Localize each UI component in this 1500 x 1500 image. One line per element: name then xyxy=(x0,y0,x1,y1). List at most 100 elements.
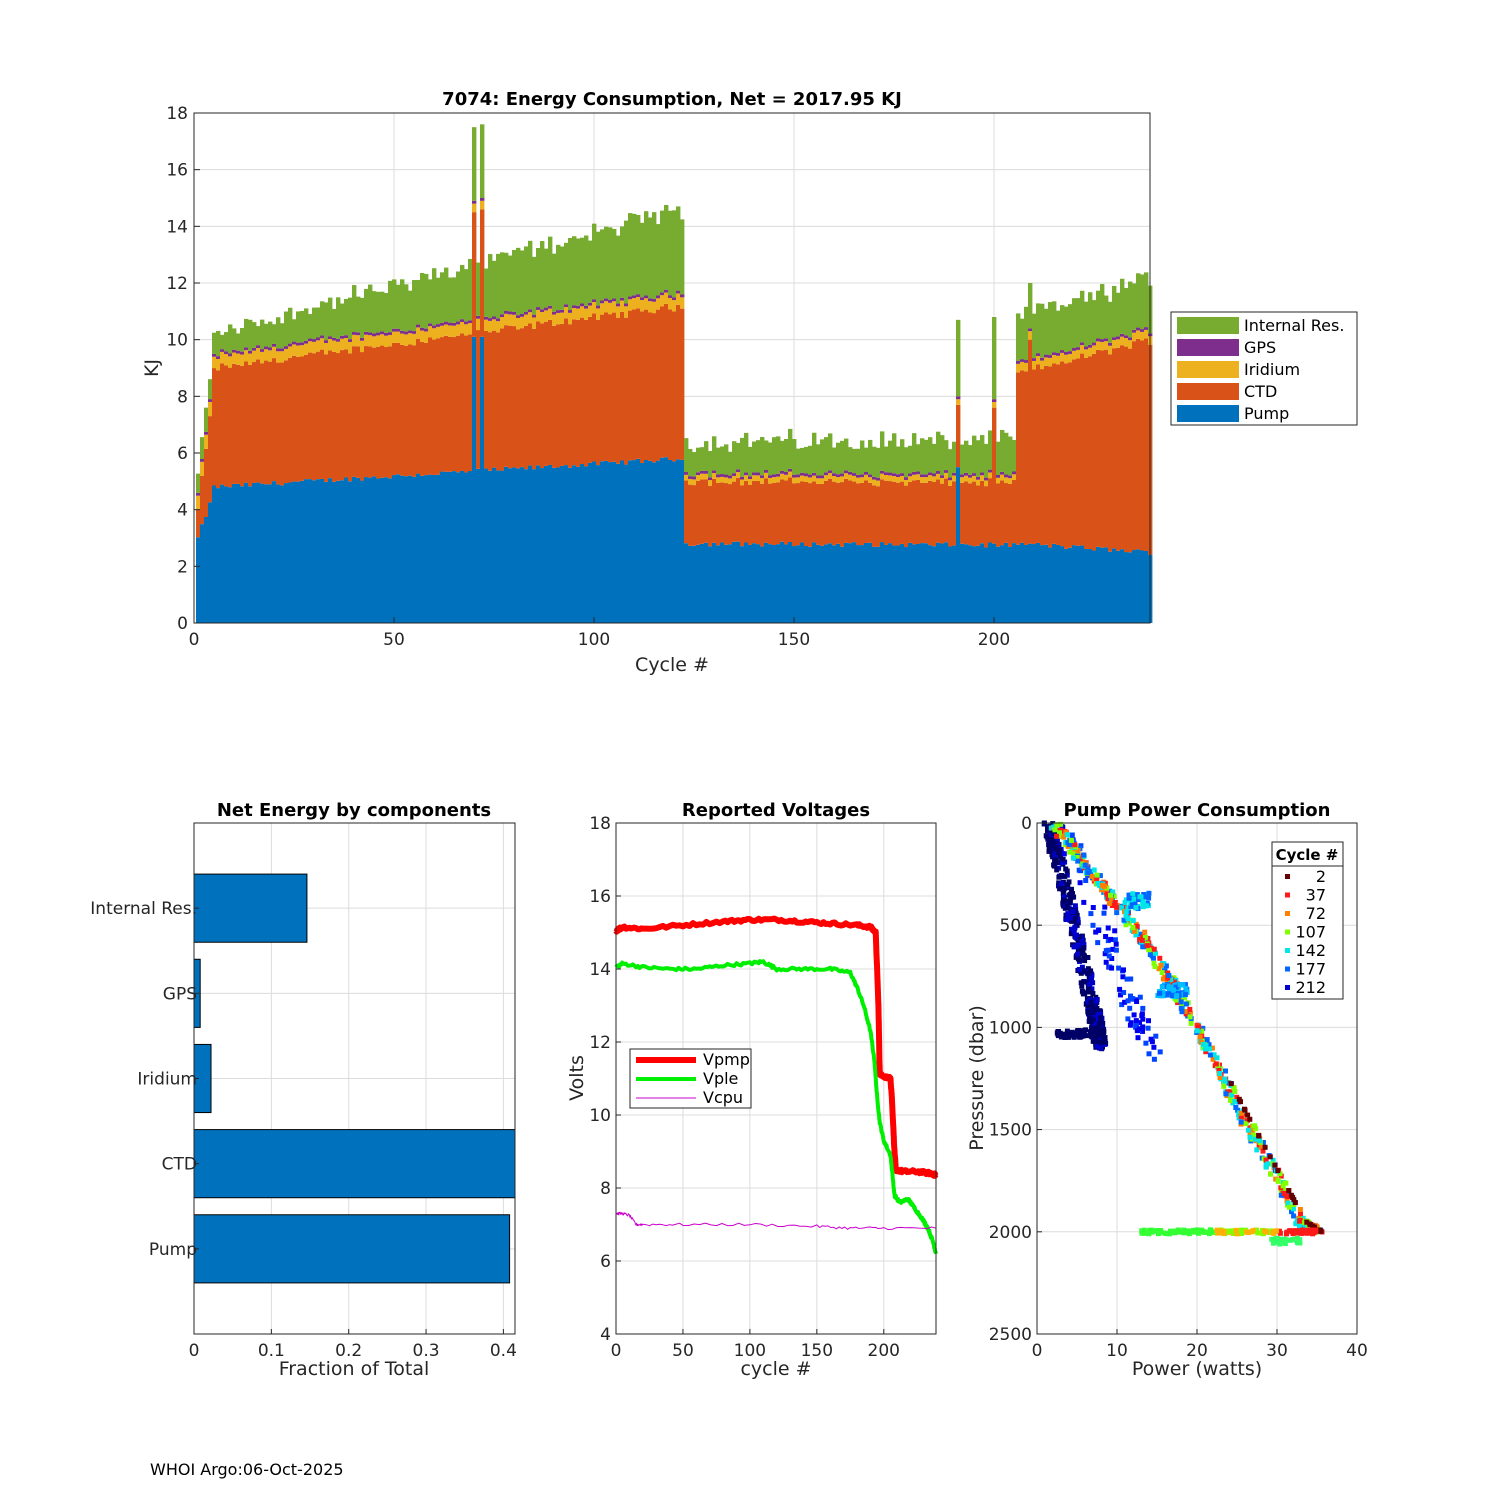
energy-bar-internal-res- xyxy=(712,436,717,471)
energy-bar-iridium xyxy=(328,338,333,351)
energy-bar-ctd xyxy=(952,481,957,546)
energy-bar-ctd xyxy=(1000,480,1005,546)
pump-point xyxy=(1206,1231,1212,1237)
energy-bar-gps xyxy=(944,470,949,473)
pump-point xyxy=(1139,1228,1145,1234)
energy-bar-internal-res- xyxy=(340,303,345,336)
energy-bar-internal-res- xyxy=(444,267,449,322)
pump-point xyxy=(1270,1230,1276,1236)
energy-bar-gps xyxy=(1040,357,1045,361)
energy-bar-internal-res- xyxy=(884,446,889,473)
pump-point xyxy=(1051,824,1057,830)
energy-bar-internal-res- xyxy=(676,206,681,291)
energy-bar-ctd xyxy=(484,330,489,469)
pump-point xyxy=(1235,1107,1241,1113)
energy-bar-internal-res- xyxy=(204,407,209,432)
voltages-ytick-label: 14 xyxy=(589,960,611,980)
energy-bar-pump xyxy=(360,480,365,623)
energy-bar-internal-res- xyxy=(1096,290,1101,339)
energy-bar-iridium xyxy=(980,475,985,481)
energy-bar-ctd xyxy=(956,404,961,468)
pump-point xyxy=(1051,831,1057,837)
energy-bar-ctd xyxy=(496,332,501,471)
energy-bar-internal-res- xyxy=(216,330,221,357)
energy-bar-gps xyxy=(348,339,353,342)
pump-point xyxy=(1060,891,1066,897)
energy-bar-iridium xyxy=(704,473,709,480)
energy-bar-pump xyxy=(424,475,429,623)
pump-point xyxy=(1250,1127,1256,1133)
energy-bar-pump xyxy=(1044,544,1049,623)
energy-bar-iridium xyxy=(1048,357,1053,367)
pump-point xyxy=(1128,976,1134,982)
energy-bar-ctd xyxy=(324,354,329,482)
energy-legend-swatch xyxy=(1177,339,1239,356)
energy-bar-ctd xyxy=(612,312,617,462)
energy-bar-pump xyxy=(1004,542,1009,623)
pump-point xyxy=(1123,922,1129,928)
energy-bar-gps xyxy=(1076,347,1081,350)
energy-bar-iridium xyxy=(988,472,993,479)
energy-bar-iridium xyxy=(440,325,445,338)
pump-point xyxy=(1304,1219,1310,1225)
energy-bar-pump xyxy=(860,545,865,623)
energy-bar-pump xyxy=(484,468,489,623)
energy-bar-pump xyxy=(1076,545,1081,623)
energy-bar-internal-res- xyxy=(1132,283,1137,330)
energy-bar-gps xyxy=(1108,342,1113,346)
energy-bar-ctd xyxy=(208,416,213,503)
energy-bar-ctd xyxy=(724,483,729,545)
pump-point xyxy=(1083,878,1089,883)
energy-bar-gps xyxy=(452,322,457,326)
energy-bar-ctd xyxy=(684,480,689,544)
energy-bar-pump xyxy=(252,482,257,623)
energy-bar-iridium xyxy=(392,331,397,343)
energy-bar-ctd xyxy=(1112,348,1117,549)
energy-bar-pump xyxy=(772,544,777,623)
pump-point xyxy=(1155,1228,1161,1233)
energy-bar-ctd xyxy=(476,330,481,469)
pump-point xyxy=(1109,903,1115,908)
energy-bar-pump xyxy=(404,476,409,623)
energy-bar-gps xyxy=(752,472,757,476)
energy-bar-gps xyxy=(644,295,649,299)
energy-bar-internal-res- xyxy=(1120,278,1125,334)
energy-bar-internal-res- xyxy=(764,440,769,470)
energy-bar-pump xyxy=(412,476,417,623)
pump-point xyxy=(1199,1028,1205,1034)
energy-bar-gps xyxy=(828,470,833,474)
pump-point xyxy=(1096,928,1102,933)
energy-bar-pump xyxy=(812,542,817,623)
pump-point xyxy=(1242,1107,1248,1113)
energy-bar-ctd xyxy=(768,483,773,545)
pump-point xyxy=(1171,987,1176,993)
energy-bar-gps xyxy=(404,331,409,335)
energy-bar-gps xyxy=(1068,351,1073,354)
energy-bar-internal-res- xyxy=(1112,286,1117,338)
energy-bar-ctd xyxy=(236,364,241,484)
energy-bar-ctd xyxy=(432,339,437,475)
energy-bar-ctd xyxy=(664,303,669,458)
energy-bar-pump xyxy=(1008,546,1013,623)
energy-bar-gps xyxy=(948,477,953,481)
energy-bar-ctd xyxy=(836,482,841,544)
energy-bar-pump xyxy=(1116,550,1121,623)
pump-point xyxy=(1061,886,1067,892)
energy-bar-iridium xyxy=(516,317,521,330)
energy-bar-gps xyxy=(716,474,721,478)
energy-bar-ctd xyxy=(876,486,881,547)
energy-bar-iridium xyxy=(1128,340,1133,349)
energy-bar-gps xyxy=(584,305,589,309)
energy-bar-pump xyxy=(560,465,565,623)
energy-bar-gps xyxy=(620,297,625,301)
energy-bar-ctd xyxy=(588,316,593,463)
energy-bar-gps xyxy=(1120,333,1125,337)
energy-bar-pump xyxy=(780,541,785,623)
energy-bar-pump xyxy=(1048,547,1053,623)
pump-point xyxy=(1241,1111,1247,1117)
pump-point xyxy=(1119,1002,1125,1008)
voltages-ytick-label: 16 xyxy=(589,887,611,907)
energy-bar-gps xyxy=(864,471,869,475)
energy-bar-iridium xyxy=(268,350,273,362)
